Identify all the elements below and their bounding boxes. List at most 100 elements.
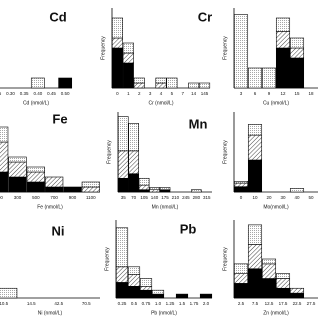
bar-segment bbox=[30, 77, 45, 89]
panel-title: Cr bbox=[198, 9, 212, 24]
bar-segment bbox=[0, 287, 18, 299]
bar-segment bbox=[289, 287, 305, 294]
bar-segment bbox=[289, 57, 305, 89]
x-tick-label: 0.40 bbox=[33, 91, 42, 96]
bar-segment bbox=[247, 67, 263, 89]
x-axis-label: Ni (nmol/L) bbox=[38, 310, 63, 316]
bar-segment bbox=[138, 184, 150, 191]
bar-segment bbox=[139, 278, 153, 287]
panel-title: Mn bbox=[189, 116, 208, 131]
bar-segment bbox=[289, 37, 305, 49]
x-tick-label: 14.5 bbox=[27, 301, 36, 306]
bar-segment bbox=[199, 293, 213, 299]
x-tick-label: 2 bbox=[138, 91, 141, 96]
x-tick-label: 70.5 bbox=[82, 301, 91, 306]
bar-segment bbox=[0, 171, 9, 193]
bar-segment bbox=[122, 52, 134, 64]
x-tick-label: 30 bbox=[280, 195, 286, 200]
bar-segment bbox=[111, 37, 123, 49]
x-tick-label: 175 bbox=[161, 195, 169, 200]
x-axis-label: Fe (nmol/L) bbox=[37, 204, 63, 210]
x-tick-label: 17.5 bbox=[279, 301, 288, 306]
x-tick-label: 900 bbox=[69, 195, 77, 200]
x-tick-label: 0.75 bbox=[142, 301, 151, 306]
y-axis-label: Frequency bbox=[104, 247, 110, 271]
x-tick-label: 7 bbox=[182, 91, 185, 96]
x-tick-label: 0.5 bbox=[131, 301, 138, 306]
x-tick-label: 105 bbox=[140, 195, 148, 200]
y-axis-label: Frequency bbox=[222, 140, 228, 164]
x-axis-label: Mn (nmol/L) bbox=[152, 204, 179, 210]
bar-segment bbox=[117, 177, 129, 193]
bar-segment bbox=[58, 77, 73, 89]
x-tick-label: 0.50 bbox=[61, 91, 70, 96]
x-tick-label: 20 bbox=[266, 195, 272, 200]
x-tick-label: 300 bbox=[14, 195, 22, 200]
x-tick-label: 35 bbox=[121, 195, 127, 200]
x-tick-label: 140 bbox=[151, 195, 159, 200]
bar-segment bbox=[81, 186, 100, 193]
bar-segment bbox=[233, 181, 249, 184]
x-tick-label: 315 bbox=[203, 195, 211, 200]
bar-segment bbox=[159, 187, 171, 191]
x-tick-label: 500 bbox=[32, 195, 40, 200]
x-tick-label: 50 bbox=[308, 195, 314, 200]
bar-segment bbox=[247, 124, 263, 136]
x-tick-label: 3 bbox=[240, 91, 243, 96]
x-axis-label: Mo(nmol/L) bbox=[263, 204, 289, 210]
bar-segment bbox=[115, 266, 129, 283]
y-axis-label: Frequency bbox=[222, 247, 228, 271]
x-tick-label: 0.45 bbox=[47, 91, 56, 96]
bar-segment bbox=[26, 171, 45, 183]
bar-segment bbox=[247, 159, 263, 193]
bar-segment bbox=[233, 283, 249, 299]
x-tick-label: 9 bbox=[268, 91, 271, 96]
bar-segment bbox=[159, 189, 171, 193]
bar-segment bbox=[166, 77, 178, 89]
bar-segment bbox=[247, 268, 263, 299]
x-tick-label: 700 bbox=[50, 195, 58, 200]
bar-segment bbox=[275, 31, 291, 49]
x-tick-label: 14 bbox=[191, 91, 197, 96]
bar-segment bbox=[247, 134, 263, 161]
bar-segment bbox=[233, 182, 249, 187]
bar-segment bbox=[149, 187, 160, 191]
bar-segment bbox=[0, 126, 9, 143]
bar-segment bbox=[133, 77, 145, 84]
bar-segment bbox=[261, 278, 277, 299]
x-tick-label: 10.5 bbox=[0, 301, 9, 306]
bar-segment bbox=[139, 285, 153, 291]
bar-segment bbox=[26, 166, 45, 173]
bar-segment bbox=[233, 273, 249, 284]
x-tick-label: 12 bbox=[280, 91, 286, 96]
x-tick-label: 15 bbox=[294, 91, 300, 96]
bar-segment bbox=[111, 17, 123, 39]
bar-segment bbox=[8, 161, 27, 178]
x-axis-label: Cr (nmol/L) bbox=[148, 100, 173, 106]
x-tick-label: 0 bbox=[240, 195, 243, 200]
panel-title: Ni bbox=[52, 223, 65, 238]
x-tick-label: 70 bbox=[131, 195, 137, 200]
x-tick-label: 3 bbox=[149, 91, 152, 96]
x-axis-label: Pb (nmol/L) bbox=[151, 310, 177, 316]
bar-segment bbox=[127, 274, 141, 287]
bar-segment bbox=[261, 263, 277, 279]
bar-segment bbox=[128, 173, 139, 193]
bar-segment bbox=[8, 156, 27, 163]
x-tick-label: 1100 bbox=[86, 195, 96, 200]
x-tick-label: 145 bbox=[201, 91, 209, 96]
bar-segment bbox=[289, 47, 305, 59]
y-axis-label: Frequency bbox=[222, 36, 228, 60]
bar-segment bbox=[111, 47, 123, 89]
x-tick-label: 40 bbox=[294, 195, 300, 200]
bar-segment bbox=[122, 62, 134, 89]
bar-segment bbox=[0, 141, 9, 173]
bar-segment bbox=[155, 82, 167, 89]
bar-segment bbox=[128, 123, 139, 152]
bar-segment bbox=[233, 14, 249, 89]
bar-segment bbox=[151, 289, 165, 295]
x-tick-label: 1.5 bbox=[179, 301, 186, 306]
x-tick-label: 1.75 bbox=[190, 301, 199, 306]
bar-segment bbox=[275, 17, 291, 32]
